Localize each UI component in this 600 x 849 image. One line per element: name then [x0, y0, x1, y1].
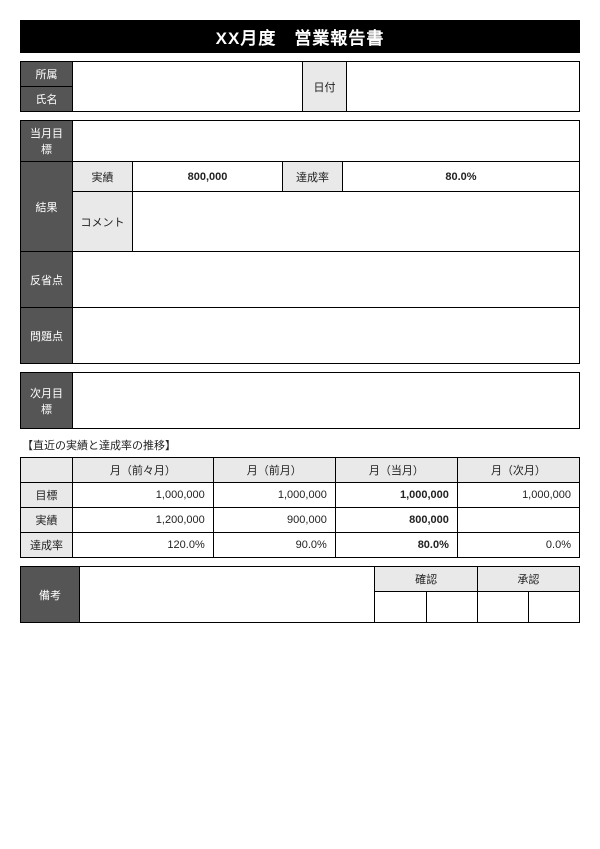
trend-actual-label: 実績	[21, 508, 73, 533]
confirm-box-1[interactable]	[375, 592, 426, 623]
issue-value[interactable]	[73, 308, 580, 364]
confirm-box-2[interactable]	[426, 592, 477, 623]
trend-actual-1: 900,000	[213, 508, 335, 533]
approve-box-1[interactable]	[477, 592, 528, 623]
trend-col-3: 月（次月）	[457, 458, 579, 483]
goal-label: 当月目標	[21, 121, 73, 162]
trend-target-1: 1,000,000	[213, 483, 335, 508]
actual-label: 実績	[73, 162, 133, 192]
main-section: 当月目標 結果 実績 800,000 達成率 80.0% コメント 反省点 問題…	[20, 120, 580, 364]
trend-col-2: 月（当月）	[335, 458, 457, 483]
result-label: 結果	[21, 162, 73, 252]
trend-col-0: 月（前々月）	[73, 458, 214, 483]
rate-value: 80.0%	[343, 162, 580, 192]
confirm-label: 確認	[375, 567, 477, 592]
nextgoal-label: 次月目標	[21, 373, 73, 429]
affiliation-name-value[interactable]	[73, 62, 303, 112]
date-value[interactable]	[347, 62, 580, 112]
trend-target-2: 1,000,000	[335, 483, 457, 508]
trend-rate-0: 120.0%	[73, 533, 214, 558]
comment-value[interactable]	[133, 192, 580, 252]
reflection-label: 反省点	[21, 252, 73, 308]
remarks-value[interactable]	[80, 567, 375, 623]
remarks-label: 備考	[21, 567, 80, 623]
trend-rate-3: 0.0%	[457, 533, 579, 558]
goal-value[interactable]	[73, 121, 580, 162]
trend-caption: 【直近の実績と達成率の推移】	[22, 437, 580, 453]
trend-col-1: 月（前月）	[213, 458, 335, 483]
trend-target-label: 目標	[21, 483, 73, 508]
nextgoal-section: 次月目標	[20, 372, 580, 429]
trend-target-0: 1,000,000	[73, 483, 214, 508]
issue-label: 問題点	[21, 308, 73, 364]
trend-target-3: 1,000,000	[457, 483, 579, 508]
rate-label: 達成率	[283, 162, 343, 192]
nextgoal-value[interactable]	[73, 373, 580, 429]
trend-rate-1: 90.0%	[213, 533, 335, 558]
name-label: 氏名	[21, 87, 73, 112]
comment-label: コメント	[73, 192, 133, 252]
affiliation-label: 所属	[21, 62, 73, 87]
approve-box-2[interactable]	[528, 592, 579, 623]
date-label: 日付	[303, 62, 347, 112]
report-title: XX月度 営業報告書	[20, 20, 580, 53]
trend-section: 月（前々月） 月（前月） 月（当月） 月（次月） 目標 1,000,000 1,…	[20, 457, 580, 558]
trend-rate-2: 80.0%	[335, 533, 457, 558]
footer-section: 備考 確認 承認	[20, 566, 580, 623]
trend-actual-2: 800,000	[335, 508, 457, 533]
trend-corner	[21, 458, 73, 483]
identity-section: 所属 日付 氏名	[20, 61, 580, 112]
trend-actual-3	[457, 508, 579, 533]
reflection-value[interactable]	[73, 252, 580, 308]
approve-label: 承認	[477, 567, 579, 592]
trend-rate-label: 達成率	[21, 533, 73, 558]
trend-actual-0: 1,200,000	[73, 508, 214, 533]
actual-value: 800,000	[133, 162, 283, 192]
